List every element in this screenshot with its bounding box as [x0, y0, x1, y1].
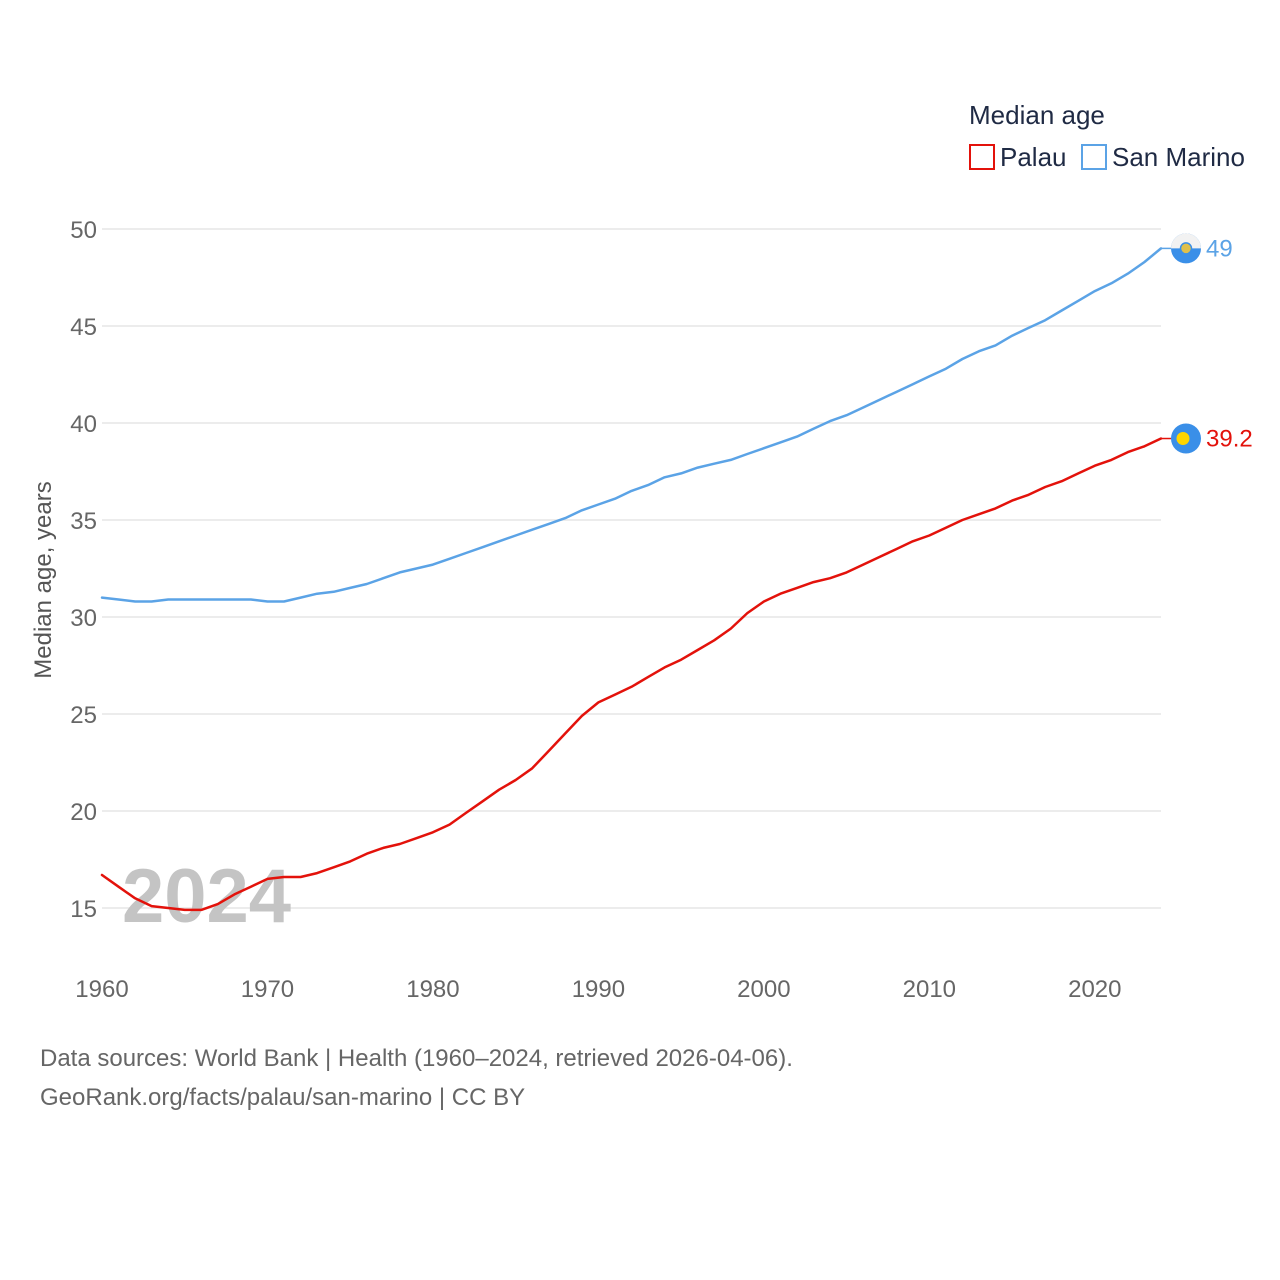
y-tick-label-35: 35 — [70, 508, 97, 535]
series-line-palau[interactable] — [100, 437, 1163, 912]
y-tick-label-50: 50 — [70, 217, 97, 244]
y-tick-label-20: 20 — [70, 799, 97, 826]
footer-credit[interactable]: GeoRank.org/facts/palau/san-marino | CC … — [40, 1084, 526, 1111]
y-axis-title: Median age, years — [30, 481, 57, 678]
legend-item-san-marino[interactable]: San Marino — [1081, 142, 1245, 172]
end-markers: 39.2 49 — [1161, 233, 1253, 454]
x-tick-label-1980: 1980 — [406, 976, 459, 1003]
end-label-palau: 39.2 — [1206, 426, 1253, 453]
x-tick-label-2010: 2010 — [903, 976, 956, 1003]
series-lines — [100, 247, 1163, 912]
footer-sources: Data sources: World Bank | Health (1960–… — [40, 1045, 793, 1072]
legend-swatch-palau — [969, 144, 995, 170]
x-tick-label-2000: 2000 — [737, 976, 790, 1003]
legend-title: Median age — [969, 100, 1105, 130]
x-tick-label-1970: 1970 — [241, 976, 294, 1003]
gridlines — [102, 228, 1161, 909]
y-tick-label-40: 40 — [70, 411, 97, 438]
end-label-san-marino: 49 — [1206, 235, 1233, 262]
y-tick-label-15: 15 — [70, 896, 97, 923]
y-tick-label-45: 45 — [70, 314, 97, 341]
x-axis-ticks: 1960 1970 1980 1990 2000 2010 2020 — [75, 976, 1121, 1003]
legend-item-palau[interactable]: Palau — [969, 142, 1067, 172]
legend-swatch-san-marino — [1081, 144, 1107, 170]
y-axis-ticks: 15 20 25 30 35 40 45 50 — [70, 217, 97, 923]
y-tick-label-30: 30 — [70, 605, 97, 632]
x-tick-label-1960: 1960 — [75, 976, 128, 1003]
year-watermark: 2024 — [122, 854, 291, 939]
y-tick-label-25: 25 — [70, 702, 97, 729]
legend-label-palau: Palau — [1000, 142, 1067, 172]
x-tick-label-1990: 1990 — [572, 976, 625, 1003]
series-line-san-marino[interactable] — [100, 247, 1163, 603]
x-tick-label-2020: 2020 — [1068, 976, 1121, 1003]
palau-flag-icon — [1171, 423, 1201, 454]
san-marino-flag-icon — [1171, 233, 1201, 264]
legend-label-san-marino: San Marino — [1112, 142, 1245, 172]
